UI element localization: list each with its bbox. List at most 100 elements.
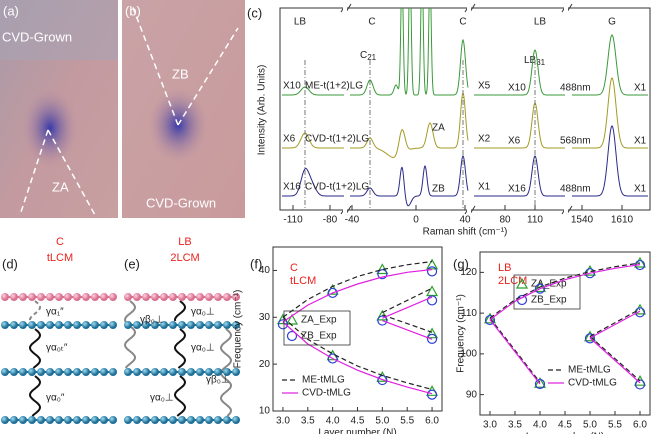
atom (214, 368, 222, 376)
atom (142, 416, 150, 424)
label: 3.0 (276, 416, 290, 427)
label: ZB (432, 184, 445, 195)
label: X6 (283, 134, 296, 145)
label: ZB (172, 66, 189, 81)
label: 488nm (560, 184, 591, 195)
atom (55, 321, 63, 329)
label: 100 (460, 349, 477, 360)
label: C (368, 17, 375, 28)
atom (151, 321, 159, 329)
atom (91, 293, 99, 301)
circle-marker (584, 333, 596, 344)
atom (214, 293, 222, 301)
label: 2LCM (170, 252, 199, 264)
label: X16 (283, 182, 301, 193)
label: 120 (460, 267, 477, 278)
model-line (489, 262, 641, 383)
atom (1, 368, 9, 376)
label: ME-tMLG (568, 365, 611, 376)
label: X1 (634, 136, 647, 147)
circle-marker (286, 330, 298, 342)
atom (109, 368, 117, 376)
label: X1 (478, 182, 491, 193)
atom (187, 293, 195, 301)
peak-label: C21 (360, 50, 377, 62)
atom (178, 416, 186, 424)
label: Intensity (Arb. Units) (257, 65, 268, 156)
label: tLCM (47, 252, 73, 264)
atom (55, 293, 63, 301)
atom (64, 416, 72, 424)
spring (28, 375, 42, 417)
atom (151, 293, 159, 301)
atom (28, 293, 36, 301)
atom (28, 368, 36, 376)
label: LB (534, 17, 547, 28)
label: Frequency (cm⁻¹) (233, 290, 244, 369)
label: 4.5 (351, 416, 365, 427)
atom (223, 368, 231, 376)
label: X1 (634, 184, 647, 195)
label: 4.5 (558, 420, 572, 431)
atom (109, 293, 117, 301)
peak-main: LB (524, 55, 537, 66)
label: 568nm (560, 136, 591, 147)
circle-marker (377, 269, 388, 280)
atom (100, 368, 108, 376)
atom (91, 416, 99, 424)
label: ZB_Exp (531, 295, 567, 306)
atom (109, 416, 117, 424)
circle-marker (534, 378, 546, 390)
label: ZB_Exp (301, 331, 337, 342)
label: 6.0 (425, 416, 439, 427)
model-line (489, 264, 641, 385)
label: 1610 (611, 215, 634, 226)
atom (223, 321, 231, 329)
atom (64, 368, 72, 376)
label: X2 (478, 134, 491, 145)
label: (g) (453, 256, 469, 271)
atom (46, 416, 54, 424)
peak-main: C (360, 50, 367, 61)
triangle-marker (515, 277, 529, 289)
label: 10 (259, 406, 271, 417)
label: Frequency (cm⁻¹) (456, 294, 467, 373)
atom (10, 293, 18, 301)
atom (133, 368, 141, 376)
atom (151, 368, 159, 376)
label: γα₁″ (46, 307, 64, 318)
atom (55, 416, 63, 424)
atom (10, 416, 18, 424)
label: (b) (125, 3, 141, 18)
atom (169, 293, 177, 301)
atom (205, 321, 213, 329)
label: -40 (345, 215, 360, 226)
label: 488nm (560, 83, 591, 94)
atom (64, 321, 72, 329)
label: CVD-tMLG (568, 378, 617, 389)
atom (28, 416, 36, 424)
label: ZA (432, 123, 445, 134)
atom (187, 416, 195, 424)
triangle-marker (633, 303, 647, 315)
label: C (290, 262, 298, 274)
label: (a) (3, 3, 19, 18)
photo-b (122, 0, 245, 218)
label: Layer number (N) (318, 428, 396, 434)
triangle-marker (426, 327, 439, 339)
label: 20 (259, 359, 271, 370)
circle-marker (426, 266, 438, 277)
label: CVD-tMLG (302, 388, 351, 399)
atom (109, 321, 117, 329)
atom (82, 416, 90, 424)
triangle-marker (633, 256, 647, 268)
atom (91, 368, 99, 376)
label: ME-t(1+2)LG (305, 81, 363, 92)
label: γβ₀⊥ (140, 315, 164, 326)
atom (46, 321, 54, 329)
label: C (459, 17, 466, 28)
label: γβ₀⊥ (206, 375, 230, 386)
atom (133, 321, 141, 329)
peak-label: LB31 (524, 55, 546, 67)
label: X10 (283, 81, 301, 92)
